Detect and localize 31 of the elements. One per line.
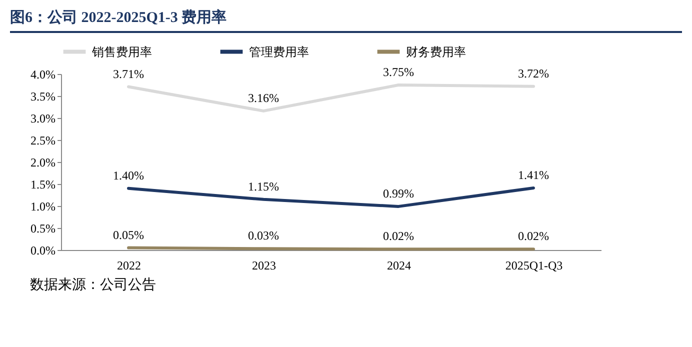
data-label: 0.03% [248,228,279,243]
chart-title: 图6：公司 2022-2025Q1-3 费用率 [10,8,682,33]
x-tick-label: 2023 [252,258,276,272]
y-tick-label: 0.5% [30,222,56,236]
data-label: 3.75% [383,65,414,79]
data-label: 1.41% [518,168,549,182]
y-tick-label: 2.5% [30,134,56,148]
y-tick-label: 0.0% [30,244,56,258]
y-tick-label: 1.5% [30,178,56,192]
y-tick-label: 1.0% [30,200,56,214]
data-label: 1.40% [113,168,144,182]
y-tick-label: 4.0% [30,68,56,82]
data-label: 3.16% [248,90,279,105]
data-label: 0.02% [518,229,549,244]
data-label: 0.02% [383,229,414,244]
legend-label: 销售费用率 [91,44,152,59]
legend-label: 财务费用率 [406,44,466,59]
data-label: 1.15% [248,179,279,194]
data-label: 0.99% [383,186,414,200]
y-tick-label: 3.0% [30,112,56,126]
line-series [127,84,535,112]
y-tick-label: 3.5% [30,90,56,104]
x-tick-label: 2024 [387,258,411,272]
x-tick-label: 2025Q1-Q3 [505,258,563,272]
data-label: 0.05% [113,228,144,242]
data-label: 3.71% [113,66,144,81]
y-tick-label: 2.0% [30,156,56,170]
source-note: 数据来源：公司公告 [30,276,157,294]
legend-label: 管理费用率 [249,44,309,59]
x-tick-label: 2022 [117,258,141,272]
data-label: 3.72% [518,66,549,80]
